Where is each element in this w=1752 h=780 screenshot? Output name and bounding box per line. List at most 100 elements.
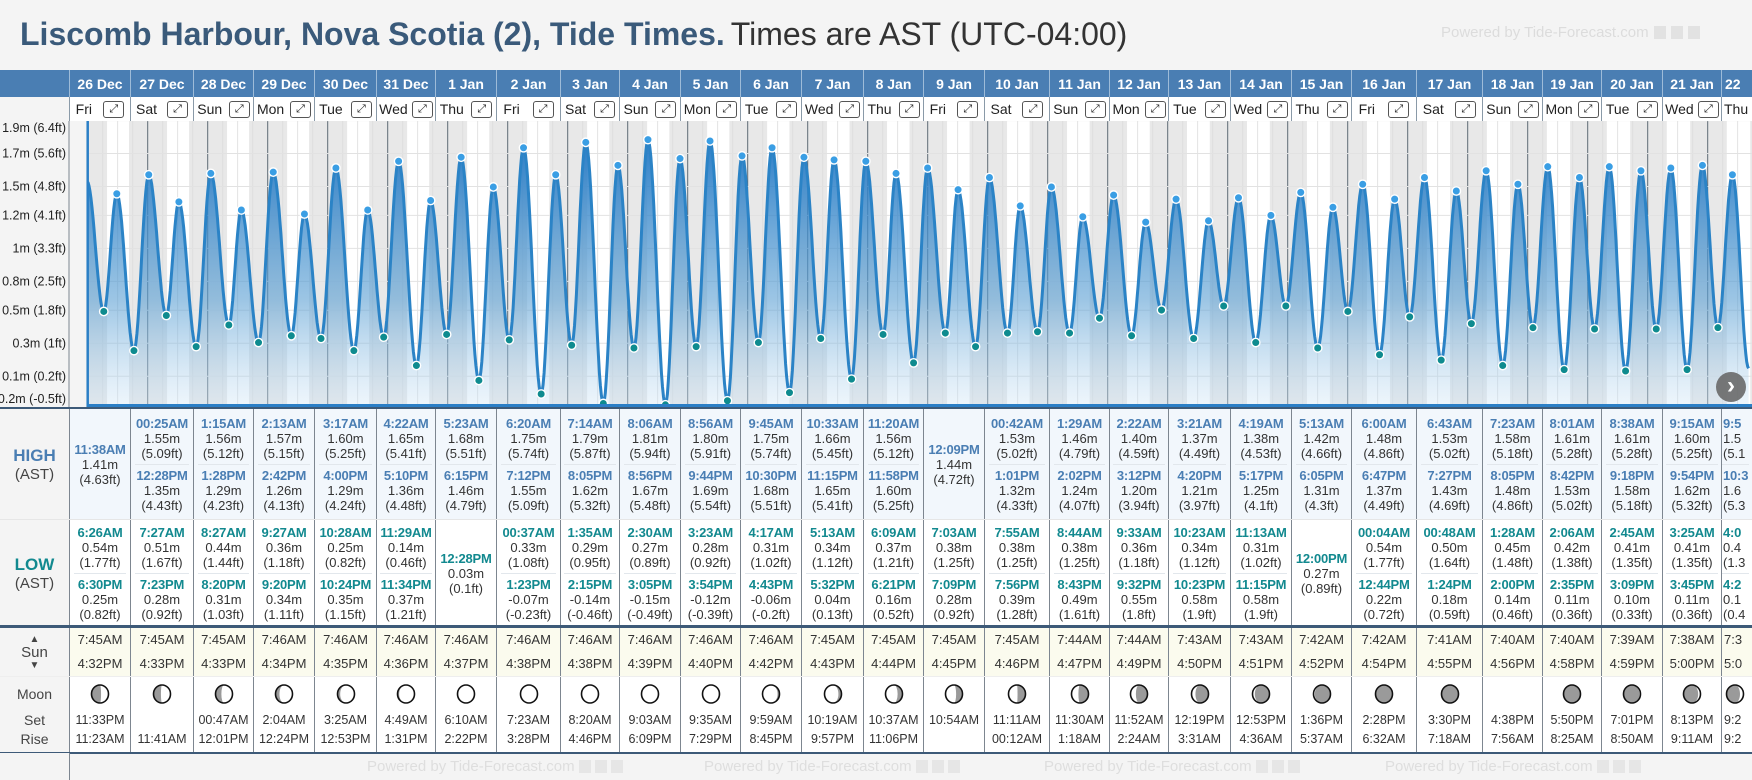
moon-icon-wrap xyxy=(1561,677,1583,711)
expand-icon[interactable]: ⤢ xyxy=(1267,100,1289,118)
weekday-cell: Sat ⤢ xyxy=(130,97,193,121)
high-tide-height-ft: (5.28ft) xyxy=(1611,445,1653,461)
moonset-label: Set xyxy=(23,712,45,728)
timezone-label: (AST) xyxy=(14,465,55,483)
expand-icon[interactable]: ⤢ xyxy=(716,100,738,118)
expand-icon[interactable]: ⤢ xyxy=(1455,100,1477,118)
expand-icon[interactable]: ⤢ xyxy=(593,100,615,118)
high-tide-height-ft: (4.59ft) xyxy=(1118,445,1160,461)
expand-icon[interactable]: ⤢ xyxy=(1326,100,1348,118)
moonset-time: 10:54AM xyxy=(928,713,980,727)
high-tide-height-m: 1.41m xyxy=(81,456,119,472)
high-tide-height-ft: (5.51ft) xyxy=(750,497,792,513)
expand-icon[interactable]: ⤢ xyxy=(655,100,677,118)
low-tide-cell: 6:09AM 0.37m (1.21ft) 6:21PM 0.16m (0.52ft) xyxy=(863,520,923,626)
y-tick-label: 0.1m (0.2ft) xyxy=(2,369,66,383)
expand-icon[interactable]: ⤢ xyxy=(1144,100,1166,118)
expand-icon[interactable]: ⤢ xyxy=(290,100,312,118)
low-tide-point xyxy=(441,329,452,340)
low-tide-point xyxy=(191,341,202,352)
high-tide-time: 8:05PM xyxy=(1490,467,1535,483)
expand-icon[interactable]: ⤢ xyxy=(776,100,798,118)
expand-icon[interactable]: ⤢ xyxy=(1388,100,1410,118)
high-tide-point xyxy=(1513,179,1523,190)
high-tide-point xyxy=(205,168,216,179)
high-tide-event: 2:13AM 1.57m (5.15ft) xyxy=(258,413,311,464)
low-tide-height-ft: (1.02ft) xyxy=(750,554,792,570)
weekday-label: Sun xyxy=(1053,101,1079,117)
low-tide-time: 12:28PM xyxy=(440,550,492,566)
low-tide-cell: 2:30AM 0.27m (0.89ft) 3:05PM -0.15m (-0.49ft) xyxy=(619,520,680,626)
high-tide-time: 11:38AM xyxy=(74,441,126,457)
high-tide-height-m: 1.37m xyxy=(1181,430,1218,446)
expand-icon[interactable]: ⤢ xyxy=(1204,100,1226,118)
wave-logo-icon xyxy=(1687,26,1700,39)
low-tide-time: 7:03AM xyxy=(931,524,977,540)
low-tide-height-ft: (1.77ft) xyxy=(79,554,121,570)
high-tide-height-m: 1.58m xyxy=(1494,430,1531,446)
sun-cell: 7:46AM 4:34PM xyxy=(253,628,314,676)
high-tide-height-m: 1.61m xyxy=(1613,430,1651,446)
moon-icon-wrap xyxy=(1439,677,1461,711)
high-tide-time: 2:13AM xyxy=(261,415,307,431)
expand-icon[interactable]: ⤢ xyxy=(1697,100,1719,118)
high-tide-point xyxy=(550,169,561,180)
high-tide-height-m: 1.81m xyxy=(631,430,669,446)
weekday-label: Sat xyxy=(990,101,1012,117)
low-tide-height-ft: (1.48ft) xyxy=(1491,554,1534,570)
scroll-next-button[interactable]: › xyxy=(1716,372,1746,402)
expand-icon[interactable]: ⤢ xyxy=(1517,100,1539,118)
expand-icon[interactable]: ⤢ xyxy=(1084,100,1106,118)
high-tide-point xyxy=(173,196,184,207)
low-tide-event: 00:48AM 0.50m (1.64ft) xyxy=(1421,522,1478,573)
expand-icon[interactable]: ⤢ xyxy=(411,100,433,118)
high-tide-height-ft: (4.72ft) xyxy=(933,471,975,487)
expand-icon[interactable]: ⤢ xyxy=(103,100,125,118)
moonrise-time: 7:56AM xyxy=(1490,732,1535,746)
weekday-label: Tue xyxy=(1173,101,1197,117)
low-tide-time: 7:55AM xyxy=(994,524,1040,540)
expand-icon[interactable]: ⤢ xyxy=(957,100,979,118)
expand-icon[interactable]: ⤢ xyxy=(1577,100,1599,118)
expand-icon[interactable]: ⤢ xyxy=(898,100,920,118)
expand-icon[interactable]: ⤢ xyxy=(228,100,250,118)
high-tide-point xyxy=(393,156,404,167)
low-tide-height-m: 0.50m xyxy=(1431,539,1468,555)
low-tide-time: 2:45AM xyxy=(1609,524,1655,540)
low-tide-height-m: 0.42m xyxy=(1553,539,1591,555)
moon-phase-icon xyxy=(1070,684,1089,704)
low-tide-height-m: 0.44m xyxy=(205,539,242,555)
weekday-cell: Sun ⤢ xyxy=(1482,97,1542,121)
low-tide-height-m: 0.14m xyxy=(1494,591,1531,607)
moon-icon-wrap xyxy=(1502,677,1524,711)
low-tide-height-ft: (1.28ft) xyxy=(996,606,1038,622)
chevron-right-icon: › xyxy=(1727,372,1735,399)
high-tide-height-ft: (4.1ft) xyxy=(1244,497,1278,513)
low-tide-height-m: 0.41m xyxy=(1673,539,1711,555)
sun-cell: 7:46AM 4:39PM xyxy=(619,628,680,676)
high-tide-height-ft: (5.87ft) xyxy=(569,445,611,461)
moon-phase-icon xyxy=(1682,684,1702,704)
low-tide-point xyxy=(691,341,702,352)
sunset-time: 4:52PM xyxy=(1299,656,1344,671)
expand-icon[interactable]: ⤢ xyxy=(350,100,372,118)
high-tide-time: 00:25AM xyxy=(135,415,189,431)
expand-icon[interactable]: ⤢ xyxy=(1022,100,1044,118)
expand-icon[interactable]: ⤢ xyxy=(166,100,188,118)
low-tide-height-ft: (1.15ft) xyxy=(324,606,367,622)
footer-watermarks: Powered by Tide-Forecast.com Powered by T… xyxy=(0,753,1752,780)
low-tide-height-m: 0.18m xyxy=(1431,591,1468,607)
expand-icon[interactable]: ⤢ xyxy=(1637,100,1659,118)
low-tide-time: 4:0 xyxy=(1723,524,1742,540)
high-tide-point xyxy=(1233,192,1244,203)
weekday-label: Sun xyxy=(1486,101,1512,117)
expand-icon[interactable]: ⤢ xyxy=(471,100,493,118)
expand-icon[interactable]: ⤢ xyxy=(532,100,554,118)
high-tide-time: 6:20AM xyxy=(505,415,552,431)
sunrise-time: 7:46AM xyxy=(567,632,613,647)
high-tide-height-ft: (4.43ft) xyxy=(141,497,183,513)
weekday-label: Wed xyxy=(379,101,408,117)
date-header: 26 Dec xyxy=(69,70,130,97)
high-tide-point xyxy=(331,163,341,173)
expand-icon[interactable]: ⤢ xyxy=(839,100,861,118)
